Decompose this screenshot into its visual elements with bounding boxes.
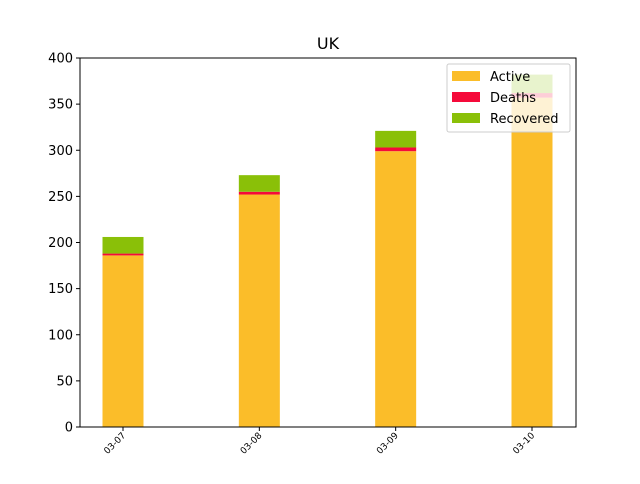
legend-label-deaths: Deaths xyxy=(490,91,536,106)
legend-swatch-active xyxy=(452,71,480,81)
y-tick-label: 50 xyxy=(56,374,73,389)
y-tick-label: 0 xyxy=(65,421,73,436)
bar-active-03-07 xyxy=(102,255,144,427)
bar-deaths-03-09 xyxy=(375,147,417,152)
bar-recovered-03-08 xyxy=(238,175,280,192)
y-tick-label: 250 xyxy=(48,190,73,205)
bar-active-03-10 xyxy=(511,97,553,427)
legend: Active Deaths Recovered xyxy=(446,63,571,133)
bar-active-03-08 xyxy=(238,194,280,427)
y-axis: 0 50 100 150 200 250 300 350 400 xyxy=(48,52,80,436)
y-tick-label: 400 xyxy=(48,52,73,67)
legend-swatch-deaths xyxy=(452,92,480,102)
bar-deaths-03-07 xyxy=(102,253,144,256)
bar-active-03-09 xyxy=(375,151,417,428)
y-tick-label: 150 xyxy=(48,282,73,297)
legend-label-recovered: Recovered xyxy=(490,112,559,127)
legend-label-active: Active xyxy=(490,70,530,85)
bar-recovered-03-09 xyxy=(375,130,417,148)
bar-recovered-03-07 xyxy=(102,236,144,254)
chart-title: UK xyxy=(317,34,340,53)
bar-deaths-03-08 xyxy=(238,191,280,195)
y-tick-label: 350 xyxy=(48,98,73,113)
y-tick-label: 100 xyxy=(48,328,73,343)
legend-swatch-recovered xyxy=(452,113,480,123)
y-tick-label: 300 xyxy=(48,144,73,159)
y-tick-label: 200 xyxy=(48,236,73,251)
